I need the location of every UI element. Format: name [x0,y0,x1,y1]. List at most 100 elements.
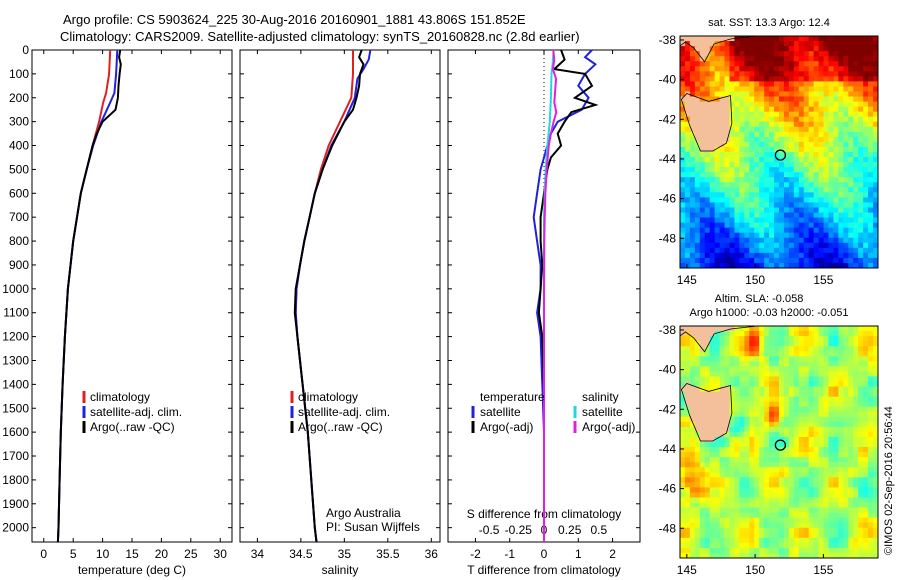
field-cell [828,157,834,163]
field-cell [798,376,805,382]
field-cell [828,131,834,138]
field-cell [813,172,819,178]
field-cell [749,442,755,448]
land-cell [724,386,730,392]
field-cell [749,376,755,382]
field-cell [798,552,805,558]
field-cell [813,411,819,418]
field-cell [783,217,790,224]
field-cell [823,131,829,138]
land-cell [689,386,696,392]
field-cell [823,167,829,173]
field-cell [798,51,805,57]
field-cell [759,247,765,254]
field-cell [873,136,878,143]
field-cell [803,361,810,367]
field-cell [853,252,859,259]
field-cell [808,376,815,382]
field-cell [684,86,691,92]
field-cell [769,56,775,62]
field-cell [719,502,725,508]
field-cell [764,391,770,398]
field-cell [714,467,720,473]
field-cell [779,442,785,448]
field-cell [754,116,760,123]
field-cell [709,502,716,508]
field-cell [729,502,735,508]
field-cell [868,331,874,337]
field-cell [694,76,701,82]
field-cell [838,212,844,218]
field-cell [714,257,720,264]
land-cell [699,116,706,123]
land-cell [694,116,701,123]
field-cell [823,351,829,357]
field-cell [714,507,720,514]
field-cell [838,177,844,183]
field-cell [823,96,829,102]
field-cell [818,116,824,123]
field-cell [788,426,795,433]
field-cell [680,136,686,143]
field-cell [704,477,711,483]
land-cell [709,136,716,143]
field-cell [858,386,864,392]
field-cell [873,391,878,398]
field-cell [873,242,878,249]
land-cell [719,106,725,113]
field-cell [734,477,740,483]
field-cell [833,136,839,143]
field-cell [759,547,765,554]
field-cell [754,96,760,102]
field-cell [729,401,735,408]
field-cell [853,152,859,158]
field-cell [754,462,760,468]
land-cell [699,101,706,108]
field-cell [793,162,800,168]
field-cell [749,356,755,362]
field-cell [754,447,760,453]
field-cell [709,517,716,524]
field-cell [798,36,805,42]
field-cell [689,447,696,453]
field-cell [694,547,701,554]
y-tick-label: 600 [9,186,29,200]
land-cell [689,116,696,123]
field-cell [779,41,785,47]
field-cell [719,232,725,239]
land-cell [704,36,711,42]
field-cell [798,452,805,458]
field-cell [769,361,775,367]
field-cell [848,467,854,473]
field-cell [684,76,691,82]
field-cell [754,177,760,183]
field-cell [838,207,844,213]
field-cell [863,86,869,92]
land-cell [704,106,711,113]
field-cell [788,391,795,398]
field-cell [694,222,701,229]
field-cell [853,242,859,249]
field-cell [699,522,706,529]
x-tick-label: 145 [677,273,697,287]
land-cell [694,46,701,52]
field-cell [749,517,755,524]
field-cell [798,366,805,372]
field-cell [798,71,805,77]
field-cell [853,366,859,372]
field-cell [868,482,874,488]
land-cell [714,126,720,133]
field-cell [868,436,874,443]
field-cell [754,91,760,97]
field-cell [734,131,740,138]
field-cell [858,247,864,254]
field-cell [853,391,859,398]
field-cell [754,411,760,418]
field-cell [749,187,755,193]
field-cell [714,447,720,453]
field-cell [779,552,785,558]
field-cell [873,81,878,87]
field-cell [798,356,805,362]
field-cell [868,356,874,362]
field-cell [680,71,686,77]
